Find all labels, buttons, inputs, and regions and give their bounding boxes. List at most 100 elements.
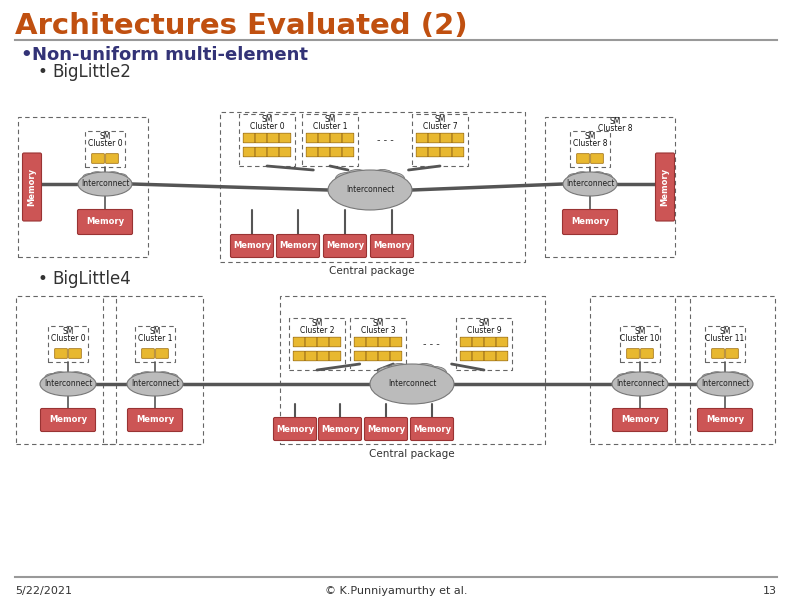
Text: SM: SM: [609, 117, 621, 126]
Text: Non-uniform multi-element: Non-uniform multi-element: [32, 46, 308, 64]
FancyBboxPatch shape: [330, 133, 342, 143]
Bar: [675, 296, 775, 444]
FancyBboxPatch shape: [280, 133, 291, 143]
FancyBboxPatch shape: [562, 209, 618, 234]
Text: Memory: Memory: [49, 416, 87, 425]
FancyBboxPatch shape: [725, 349, 738, 358]
Text: Memory: Memory: [373, 242, 411, 250]
Ellipse shape: [370, 364, 454, 404]
FancyBboxPatch shape: [273, 417, 317, 441]
FancyBboxPatch shape: [318, 147, 329, 157]
Text: Memory: Memory: [413, 425, 451, 433]
Text: Central package: Central package: [369, 449, 455, 459]
Ellipse shape: [69, 371, 84, 379]
Bar: [570, 131, 610, 167]
Text: Memory: Memory: [276, 425, 314, 433]
Text: SM: SM: [63, 327, 74, 336]
Ellipse shape: [388, 364, 411, 376]
Bar: [16, 296, 116, 444]
Bar: [103, 296, 203, 444]
Text: 13: 13: [763, 586, 777, 596]
Text: BigLittle2: BigLittle2: [52, 63, 131, 81]
FancyBboxPatch shape: [305, 337, 317, 347]
Ellipse shape: [568, 173, 583, 181]
Text: Interconnect: Interconnect: [701, 379, 749, 389]
Bar: [620, 326, 660, 362]
FancyBboxPatch shape: [230, 234, 273, 258]
FancyBboxPatch shape: [78, 209, 132, 234]
FancyBboxPatch shape: [329, 337, 341, 347]
Bar: [350, 318, 406, 370]
FancyBboxPatch shape: [379, 337, 390, 347]
FancyBboxPatch shape: [354, 351, 366, 361]
FancyBboxPatch shape: [366, 337, 378, 347]
Text: SM: SM: [99, 132, 111, 141]
FancyBboxPatch shape: [417, 147, 428, 157]
FancyBboxPatch shape: [318, 351, 329, 361]
FancyBboxPatch shape: [128, 408, 182, 431]
Ellipse shape: [329, 184, 352, 196]
Text: Interconnect: Interconnect: [616, 379, 664, 389]
FancyBboxPatch shape: [410, 417, 454, 441]
Text: Interconnect: Interconnect: [565, 179, 614, 188]
Ellipse shape: [346, 170, 369, 182]
Ellipse shape: [563, 172, 617, 196]
Ellipse shape: [591, 172, 606, 179]
Text: Cluster 11: Cluster 11: [706, 334, 744, 343]
FancyBboxPatch shape: [142, 349, 154, 358]
Bar: [456, 318, 512, 370]
FancyBboxPatch shape: [472, 337, 484, 347]
Bar: [135, 326, 175, 362]
FancyBboxPatch shape: [390, 351, 402, 361]
FancyBboxPatch shape: [267, 133, 279, 143]
Bar: [239, 114, 295, 166]
Ellipse shape: [116, 180, 131, 188]
FancyBboxPatch shape: [698, 408, 752, 431]
Text: - - -: - - -: [423, 339, 440, 349]
Bar: [220, 112, 525, 262]
Text: SM: SM: [372, 319, 383, 328]
Text: - - -: - - -: [377, 135, 394, 145]
FancyBboxPatch shape: [452, 147, 464, 157]
FancyBboxPatch shape: [472, 351, 484, 361]
Ellipse shape: [156, 371, 171, 379]
Text: Cluster 1: Cluster 1: [313, 122, 347, 131]
Text: Interconnect: Interconnect: [81, 179, 129, 188]
Ellipse shape: [112, 173, 128, 181]
FancyBboxPatch shape: [293, 337, 305, 347]
FancyBboxPatch shape: [22, 153, 41, 221]
Text: Cluster 0: Cluster 0: [249, 122, 284, 131]
FancyBboxPatch shape: [55, 349, 67, 358]
Bar: [590, 296, 690, 444]
Ellipse shape: [702, 373, 718, 381]
Text: SM: SM: [311, 319, 322, 328]
FancyBboxPatch shape: [452, 133, 464, 143]
Ellipse shape: [737, 380, 752, 388]
FancyBboxPatch shape: [364, 417, 408, 441]
FancyBboxPatch shape: [712, 349, 725, 358]
Text: SM: SM: [478, 319, 489, 328]
Ellipse shape: [574, 172, 589, 179]
Text: •: •: [20, 46, 32, 64]
Ellipse shape: [371, 170, 394, 182]
Text: Interconnect: Interconnect: [346, 185, 394, 195]
Ellipse shape: [335, 173, 359, 185]
Text: Memory: Memory: [279, 242, 317, 250]
Ellipse shape: [167, 380, 182, 388]
Text: •: •: [38, 63, 48, 81]
FancyBboxPatch shape: [69, 349, 82, 358]
Ellipse shape: [40, 380, 56, 388]
FancyBboxPatch shape: [105, 154, 118, 163]
Ellipse shape: [613, 380, 628, 388]
Ellipse shape: [80, 380, 95, 388]
Bar: [302, 114, 358, 166]
FancyBboxPatch shape: [329, 351, 341, 361]
Text: Memory: Memory: [571, 217, 609, 226]
Text: Memory: Memory: [326, 242, 364, 250]
Text: Central package: Central package: [329, 266, 415, 276]
Text: Memory: Memory: [621, 416, 659, 425]
Ellipse shape: [105, 172, 120, 179]
Ellipse shape: [328, 170, 412, 210]
Text: 5/22/2021: 5/22/2021: [15, 586, 72, 596]
FancyBboxPatch shape: [428, 133, 440, 143]
